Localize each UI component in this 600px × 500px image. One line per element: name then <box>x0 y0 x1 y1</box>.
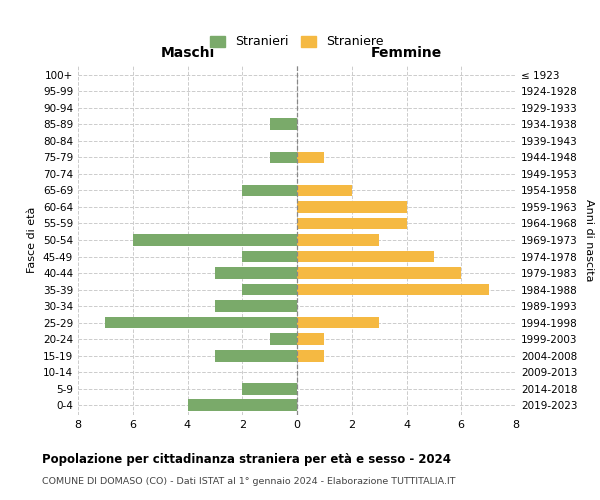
Bar <box>297 250 434 262</box>
Bar <box>242 382 297 394</box>
Y-axis label: Fasce di età: Fasce di età <box>28 207 37 273</box>
Text: Femmine: Femmine <box>371 46 442 60</box>
Bar <box>297 184 352 196</box>
Text: COMUNE DI DOMASO (CO) - Dati ISTAT al 1° gennaio 2024 - Elaborazione TUTTITALIA.: COMUNE DI DOMASO (CO) - Dati ISTAT al 1°… <box>42 478 455 486</box>
Bar <box>297 201 407 213</box>
Bar <box>187 399 297 411</box>
Bar <box>297 218 407 230</box>
Bar <box>297 316 379 328</box>
Legend: Stranieri, Straniere: Stranieri, Straniere <box>204 29 390 54</box>
Bar <box>297 284 488 296</box>
Bar <box>297 350 325 362</box>
Bar <box>242 184 297 196</box>
Bar <box>269 152 297 164</box>
Bar <box>106 316 297 328</box>
Bar <box>242 284 297 296</box>
Bar <box>297 152 325 164</box>
Text: Popolazione per cittadinanza straniera per età e sesso - 2024: Popolazione per cittadinanza straniera p… <box>42 452 451 466</box>
Bar <box>215 350 297 362</box>
Bar <box>242 250 297 262</box>
Y-axis label: Anni di nascita: Anni di nascita <box>584 198 594 281</box>
Bar <box>269 118 297 130</box>
Bar <box>215 300 297 312</box>
Bar <box>297 333 325 345</box>
Bar <box>297 267 461 279</box>
Bar <box>215 267 297 279</box>
Text: Maschi: Maschi <box>160 46 215 60</box>
Bar <box>133 234 297 246</box>
Bar <box>297 234 379 246</box>
Bar <box>269 333 297 345</box>
